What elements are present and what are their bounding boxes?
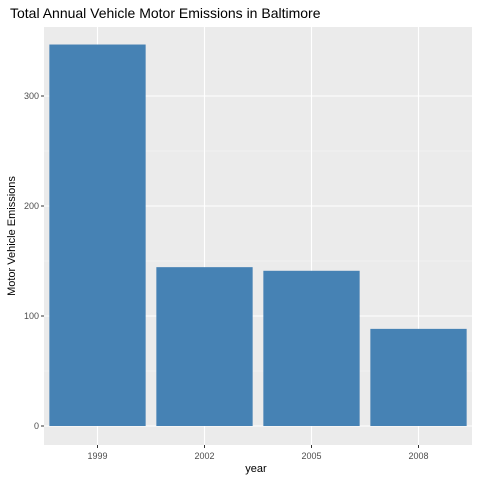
x-axis-title: year: [245, 463, 267, 475]
y-tick-label: 0: [34, 421, 39, 431]
bar-2008: [370, 328, 467, 426]
bar-2002: [156, 267, 253, 426]
x-tick-label: 2002: [194, 451, 214, 461]
y-axis: 0 100 200 300: [24, 91, 44, 431]
bar-2005: [263, 270, 360, 426]
bar-series: [49, 44, 467, 427]
y-axis-title: Motor Vehicle Emissions: [6, 176, 18, 296]
y-tick-label: 100: [24, 311, 39, 321]
x-tick-label: 1999: [87, 451, 107, 461]
bar-1999: [49, 44, 146, 427]
x-axis: 1999 2002 2005 2008: [87, 445, 429, 461]
y-tick-label: 200: [24, 201, 39, 211]
x-tick-label: 2005: [301, 451, 321, 461]
y-tick-label: 300: [24, 91, 39, 101]
chart-title: Total Annual Vehicle Motor Emissions in …: [10, 5, 321, 21]
x-tick-label: 2008: [408, 451, 428, 461]
